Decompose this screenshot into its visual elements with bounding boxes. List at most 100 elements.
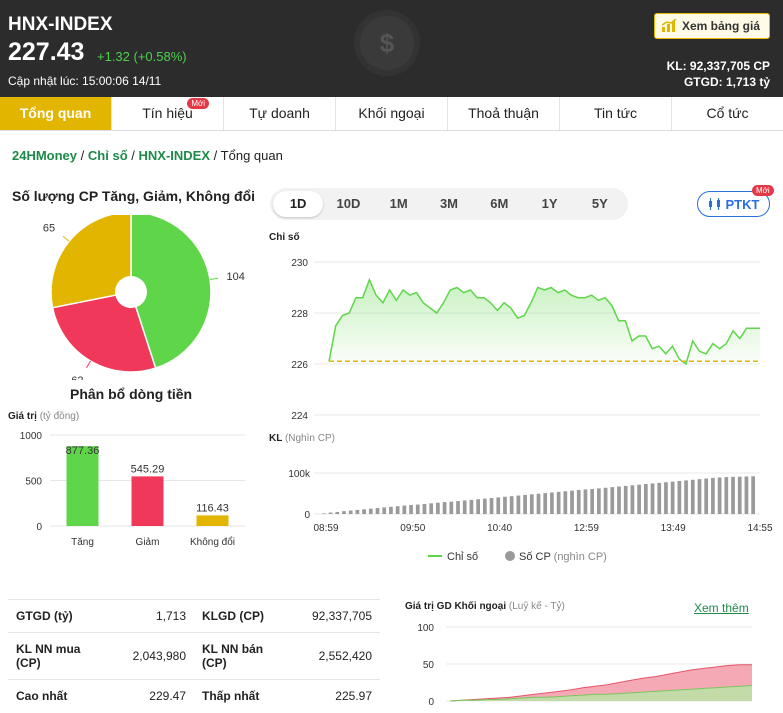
volume-bar [643, 484, 648, 514]
pie-label-leader [86, 360, 91, 369]
volume-bar [536, 493, 541, 514]
range-1m-button[interactable]: 1M [389, 196, 408, 211]
tab-negotiated[interactable]: Thoả thuận [448, 97, 560, 130]
tab-signals[interactable]: Tín hiệu Mới [112, 97, 224, 130]
volume-bar [382, 507, 387, 514]
volume-bar [677, 480, 682, 514]
volume-bar [516, 495, 521, 514]
price-board-button[interactable]: Xem bảng giá [654, 13, 770, 39]
legend-volume-unit: (nghìn CP) [554, 551, 607, 563]
volume-bar [362, 509, 366, 514]
volume-bar [462, 500, 467, 514]
volume-bar [731, 476, 735, 514]
breadcrumb-index-link[interactable]: HNX-INDEX [138, 148, 211, 163]
volume-bar [409, 504, 413, 514]
stat-key: Cao nhất [8, 679, 112, 713]
ptkt-label: PTKT [725, 196, 760, 212]
breadcrumb-indices-link[interactable]: Chỉ số [87, 148, 128, 163]
volume-bar [509, 496, 514, 514]
stats-table: GTGD (tỷ) 1,713 KLGD (CP) 92,337,705 KL … [8, 599, 380, 713]
breadcrumb-separator: / [80, 148, 85, 163]
tab-foreign[interactable]: Khối ngoại [336, 97, 448, 130]
volume-bar [355, 509, 360, 514]
technical-analysis-button[interactable]: PTKT [697, 191, 770, 217]
breadcrumb-separator: / [131, 148, 135, 163]
volume-bar [523, 494, 527, 514]
volume-bar [442, 502, 447, 514]
stat-value: 1,713 [112, 599, 194, 633]
volume-bar [335, 511, 340, 514]
volume-ytick-label: 100k [288, 469, 311, 480]
pie-value-label: 65 [43, 222, 55, 234]
bar-value-label: 545.29 [131, 463, 165, 475]
x-tick-label: 12:59 [574, 523, 599, 534]
price-ytick-label: 226 [291, 360, 308, 371]
foreign-ytick-label: 100 [417, 623, 434, 634]
foreign-ytick-label: 50 [423, 660, 435, 671]
foreign-value-chart: 100 50 0 [417, 623, 753, 708]
foreign-line-1 [449, 685, 753, 702]
stats-row: KL NN mua (CP) 2,043,980 KL NN bán (CP) … [8, 632, 380, 680]
tab-label: Tin tức [593, 105, 638, 121]
stock-count-title: Số lượng CP Tăng, Giảm, Không đổi [12, 188, 256, 204]
tab-label: Tín hiệu [142, 105, 193, 121]
tab-label: Tổng quan [19, 105, 92, 121]
breadcrumb-separator: / [213, 148, 218, 163]
index-title: HNX-INDEX [8, 14, 113, 35]
stat-key: KLGD (CP) [194, 599, 294, 633]
volume-bar [744, 476, 749, 514]
range-5y-button[interactable]: 5Y [591, 196, 608, 211]
volume-bar [690, 479, 695, 514]
bar-category-label: Tăng [71, 537, 94, 548]
x-tick-label: 08:59 [313, 523, 338, 534]
volume-bar [456, 501, 460, 514]
volume-bar [328, 512, 333, 514]
volume-bar [697, 479, 702, 514]
pie-value-label: 104 [227, 271, 245, 283]
money-flow-ylabel: Giá trị (tỷ đồng) [8, 411, 80, 422]
bar-Không đổi [196, 515, 229, 526]
volume-bar [348, 510, 353, 514]
tab-proprietary[interactable]: Tự doanh [224, 97, 336, 130]
intraday-chart: 230 228 226 224 100k 008:59 09:50 10:40 12:59 13:… [288, 258, 773, 563]
range-1y-button[interactable]: 1Y [541, 196, 558, 211]
range-3m-button[interactable]: 3M [439, 196, 459, 211]
price-ytick-label: 230 [291, 258, 308, 269]
money-flow-title: Phân bổ dòng tiền [70, 386, 193, 402]
pie-slice-Không đổi [50, 215, 132, 309]
see-more-link[interactable]: Xem thêm [694, 601, 749, 615]
volume-bar [603, 487, 608, 514]
volume-bar [570, 490, 574, 514]
foreign-chart-title: Giá trị GD Khối ngoại (Luỹ kế - Tỷ) [405, 601, 565, 612]
volume-bar [368, 508, 373, 514]
volume-bar [670, 481, 675, 514]
tab-dividends[interactable]: Cổ tức [672, 97, 783, 130]
index-header: HNX-INDEX 227.43 +1.32 (+0.58%) Cập nhật… [0, 0, 783, 97]
volume-bar [590, 488, 595, 514]
volume-bar [583, 489, 588, 514]
breadcrumb-home-link[interactable]: 24HMoney [12, 148, 78, 163]
brand-logo-watermark: $ [354, 10, 420, 76]
bar-ytick-label: 500 [25, 477, 42, 488]
x-tick-label: 13:49 [661, 523, 686, 534]
volume-bar [704, 478, 709, 514]
range-6m-button[interactable]: 6M [490, 196, 509, 211]
bar-ytick-label: 1000 [20, 431, 43, 442]
foreign-line-0 [449, 664, 752, 702]
range-10d-button[interactable]: 10D [336, 196, 361, 211]
pie-label-leader [209, 277, 219, 281]
legend-volume-swatch [505, 551, 515, 561]
range-1d-button[interactable]: 1D [273, 191, 324, 217]
tab-news[interactable]: Tin tức [560, 97, 672, 130]
stat-value: 229.47 [112, 679, 194, 713]
stat-value: 2,043,980 [112, 632, 194, 680]
dollar-icon: $ [379, 28, 395, 58]
volume-bar [657, 482, 662, 514]
volume-bar [402, 505, 407, 514]
total-value: GTGD: 1,713 tỷ [683, 75, 770, 89]
volume-bar [496, 497, 501, 514]
price-chart-label: Chỉ số [269, 232, 300, 243]
volume-bar [422, 503, 427, 514]
tab-label: Thoả thuận [468, 105, 539, 121]
tab-overview[interactable]: Tổng quan [0, 97, 112, 130]
